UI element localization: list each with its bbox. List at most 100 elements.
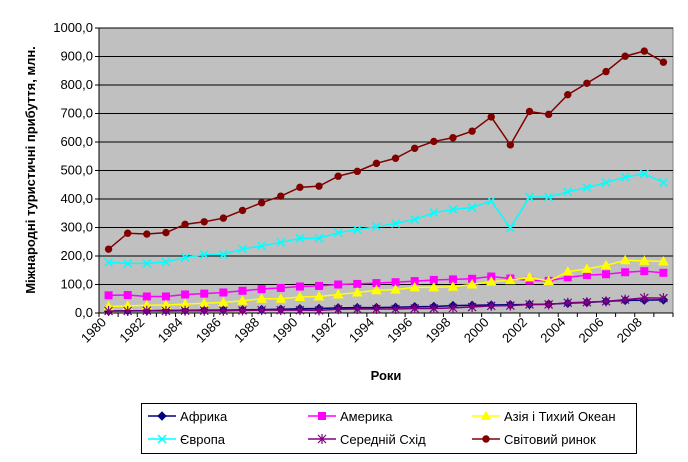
- legend-marker: [318, 412, 326, 420]
- legend-label: Азія і Тихий Океан: [504, 408, 616, 424]
- data-point: [447, 281, 459, 291]
- x-tick-label: 1982: [116, 315, 147, 346]
- y-tick-label: 400,0: [60, 191, 93, 206]
- data-point: [659, 58, 668, 66]
- data-point: [295, 233, 305, 243]
- data-point: [544, 192, 554, 202]
- data-point: [486, 300, 496, 311]
- x-tick-label: 2004: [537, 315, 568, 346]
- y-tick-label: 200,0: [60, 248, 93, 263]
- legend-label: Африка: [180, 408, 228, 424]
- data-point: [371, 284, 382, 295]
- data-point: [334, 280, 343, 289]
- data-point: [123, 258, 133, 268]
- data-point: [372, 159, 381, 168]
- data-point: [620, 294, 630, 305]
- data-point: [334, 172, 342, 180]
- data-point: [639, 292, 649, 303]
- data-point: [143, 230, 151, 238]
- data-point: [448, 302, 458, 313]
- data-point: [181, 220, 189, 229]
- legend-item: Середній Схід: [308, 430, 426, 448]
- legend-swatch: [148, 411, 176, 421]
- x-tick-label: 2008: [614, 315, 645, 346]
- data-point: [296, 183, 304, 192]
- data-point: [276, 283, 285, 292]
- data-point: [619, 254, 631, 265]
- data-point: [563, 297, 573, 308]
- data-point: [257, 241, 267, 251]
- data-point: [351, 286, 363, 297]
- data-point: [467, 203, 477, 213]
- data-point: [409, 281, 421, 292]
- data-point: [582, 183, 592, 193]
- data-point: [621, 52, 629, 60]
- legend-marker: [480, 410, 492, 420]
- legend-item: Світовий ринок: [472, 430, 596, 448]
- series-line: [108, 259, 664, 308]
- x-axis-ticks: 1980 1982 1984 1986 1988 1990 1992 1994 1996 1998…: [78, 313, 674, 346]
- data-point: [640, 47, 648, 55]
- data-point: [124, 229, 132, 237]
- data-point: [411, 144, 419, 152]
- data-point: [162, 228, 170, 237]
- y-tick-label: 500,0: [60, 163, 93, 178]
- data-point: [180, 252, 190, 262]
- legend-label: Європа: [180, 431, 225, 447]
- data-point: [256, 293, 267, 303]
- data-point: [505, 223, 515, 233]
- y-tick-label: 600,0: [60, 134, 93, 149]
- data-point: [639, 169, 649, 179]
- data-point: [658, 255, 669, 266]
- y-axis-title: Міжнародні туристичні прибуття, млн.: [23, 46, 38, 294]
- data-point: [620, 172, 630, 182]
- data-point: [275, 293, 287, 303]
- legend-item: Європа: [148, 430, 225, 448]
- data-point: [314, 305, 324, 316]
- series-line: [108, 173, 664, 265]
- data-point: [257, 199, 266, 207]
- x-tick-label: 1986: [193, 315, 224, 346]
- legend-item: Африка: [148, 407, 227, 425]
- data-point: [218, 305, 228, 316]
- legend-marker: [482, 435, 490, 443]
- data-point: [200, 218, 208, 226]
- data-point: [219, 288, 228, 297]
- legend-swatch: [472, 410, 500, 420]
- data-point: [199, 250, 209, 260]
- data-point: [277, 192, 285, 200]
- series-5: [104, 292, 668, 317]
- legend: Африка Америка Азія і Тихий Океан Європа Сер…: [141, 403, 637, 454]
- data-point: [410, 214, 420, 225]
- data-point: [219, 214, 228, 222]
- chart: 0,0 100,0 200,0 300,0 400,0 500,0 600,0 700,0 80…: [23, 20, 674, 383]
- data-point: [581, 263, 593, 273]
- data-point: [161, 306, 171, 317]
- data-point: [410, 303, 420, 314]
- data-point: [638, 255, 650, 265]
- data-point: [466, 278, 478, 289]
- data-point: [314, 233, 324, 243]
- data-point: [313, 290, 325, 301]
- x-tick-label: 2000: [461, 315, 492, 346]
- data-point: [659, 293, 668, 304]
- data-point: [621, 268, 630, 277]
- data-point: [294, 291, 306, 302]
- data-point: [543, 275, 554, 286]
- data-point: [238, 305, 247, 316]
- data-point: [429, 208, 439, 218]
- data-point: [352, 304, 362, 315]
- y-tick-label: 700,0: [60, 106, 93, 121]
- data-point: [199, 305, 209, 316]
- y-tick-label: 800,0: [60, 77, 93, 92]
- data-point: [200, 289, 209, 298]
- series-layer: [103, 47, 669, 317]
- data-point: [524, 271, 535, 282]
- data-point: [430, 137, 438, 146]
- data-point: [104, 291, 113, 300]
- y-tick-label: 0,0: [75, 305, 93, 320]
- data-point: [391, 154, 400, 162]
- data-point: [142, 305, 152, 316]
- data-point: [486, 196, 496, 206]
- legend-swatch: [308, 434, 336, 444]
